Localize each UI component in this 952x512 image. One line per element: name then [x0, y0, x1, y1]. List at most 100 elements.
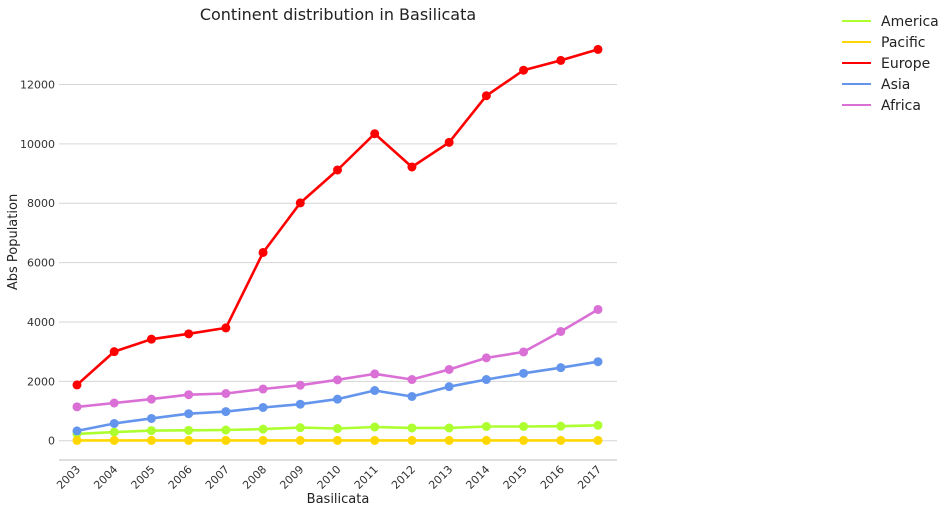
data-point [184, 390, 194, 400]
data-point [556, 363, 566, 373]
data-point [72, 380, 82, 390]
data-point [184, 329, 194, 339]
gridlines [59, 83, 617, 442]
data-point [519, 435, 529, 445]
data-point [519, 421, 529, 431]
legend-label: Europe [881, 56, 930, 72]
data-point [593, 435, 603, 445]
data-point [444, 364, 454, 374]
data-point [295, 399, 305, 409]
legend-item-africa: Africa [842, 98, 921, 114]
data-point [407, 391, 417, 401]
x-tick-label: 2003 [54, 463, 83, 492]
data-point [370, 369, 380, 379]
data-point [407, 435, 417, 445]
y-tick-label: 8000 [27, 197, 55, 210]
data-point [444, 382, 454, 392]
y-axis-label: Abs Population [6, 194, 21, 290]
data-point [370, 435, 380, 445]
data-point [295, 380, 305, 390]
data-point [519, 347, 529, 357]
data-point [481, 375, 491, 385]
data-point [109, 418, 119, 428]
x-tick-label: 2009 [277, 463, 306, 492]
data-point [333, 375, 342, 385]
x-tick-labels: 2003 2004 2005 2006 2007 2008 2009 2010 2011 2012… [54, 463, 604, 492]
data-point [295, 198, 305, 208]
legend-label: Asia [881, 77, 910, 93]
legend-item-asia: Asia [842, 77, 910, 93]
y-tick-label: 4000 [27, 316, 55, 329]
series-asia [72, 357, 603, 436]
data-point [519, 368, 529, 378]
data-point [333, 435, 342, 445]
data-point [258, 402, 268, 412]
data-point [146, 413, 156, 423]
data-point [444, 137, 454, 147]
data-point [221, 425, 231, 435]
y-tick-label: 12000 [20, 78, 55, 91]
data-point [295, 435, 305, 445]
data-point [146, 435, 156, 445]
data-point [146, 426, 156, 436]
x-tick-label: 2007 [203, 463, 232, 492]
data-point [221, 407, 231, 417]
data-point [593, 304, 603, 314]
x-axis-label: Basilicata [307, 492, 370, 507]
data-point [258, 384, 268, 394]
data-point [109, 427, 119, 437]
x-tick-label: 2016 [538, 463, 567, 492]
data-point [333, 424, 342, 434]
x-tick-label: 2014 [463, 463, 492, 492]
data-point [444, 435, 454, 445]
data-point [109, 435, 119, 445]
data-point [333, 394, 342, 404]
series-line-europe [76, 48, 599, 386]
series-europe [72, 44, 603, 390]
x-tick-label: 2011 [352, 463, 381, 492]
legend-item-europe: Europe [842, 56, 930, 72]
x-tick-label: 2008 [240, 463, 269, 492]
x-tick-label: 2005 [129, 463, 158, 492]
legend-item-pacific: Pacific [842, 35, 926, 51]
series-pacific [72, 435, 603, 445]
y-tick-label: 2000 [27, 375, 55, 388]
data-point [258, 247, 268, 257]
data-point [146, 394, 156, 404]
data-point [184, 435, 194, 445]
x-tick-label: 2004 [91, 463, 120, 492]
data-point [444, 423, 454, 433]
data-point [184, 409, 194, 419]
x-tick-label: 2017 [575, 463, 604, 492]
data-point [221, 435, 231, 445]
legend-label: America [881, 14, 939, 30]
data-point [333, 165, 342, 175]
legend-item-america: America [842, 14, 939, 30]
y-tick-label: 6000 [27, 257, 55, 270]
data-point [556, 326, 566, 336]
legend-label: Pacific [881, 35, 926, 51]
data-point [407, 375, 417, 385]
data-point [593, 357, 603, 367]
legend-label: Africa [881, 98, 921, 114]
series-lines [72, 44, 603, 445]
x-tick-label: 2015 [501, 463, 530, 492]
data-point [370, 129, 380, 139]
data-point [370, 422, 380, 432]
y-tick-label: 10000 [20, 138, 55, 151]
data-point [519, 65, 529, 75]
series-africa [72, 304, 603, 412]
chart-title: Continent distribution in Basilicata [200, 5, 476, 24]
x-tick-label: 2006 [166, 463, 195, 492]
y-tick-labels: 0 2000 4000 6000 8000 10000 12000 [20, 78, 55, 447]
series-america [72, 420, 603, 439]
data-point [593, 44, 603, 54]
data-point [370, 386, 380, 396]
data-point [258, 435, 268, 445]
data-point [481, 421, 491, 431]
data-point [146, 334, 156, 344]
data-point [109, 347, 119, 357]
x-tick-label: 2012 [389, 463, 418, 492]
data-point [556, 435, 566, 445]
